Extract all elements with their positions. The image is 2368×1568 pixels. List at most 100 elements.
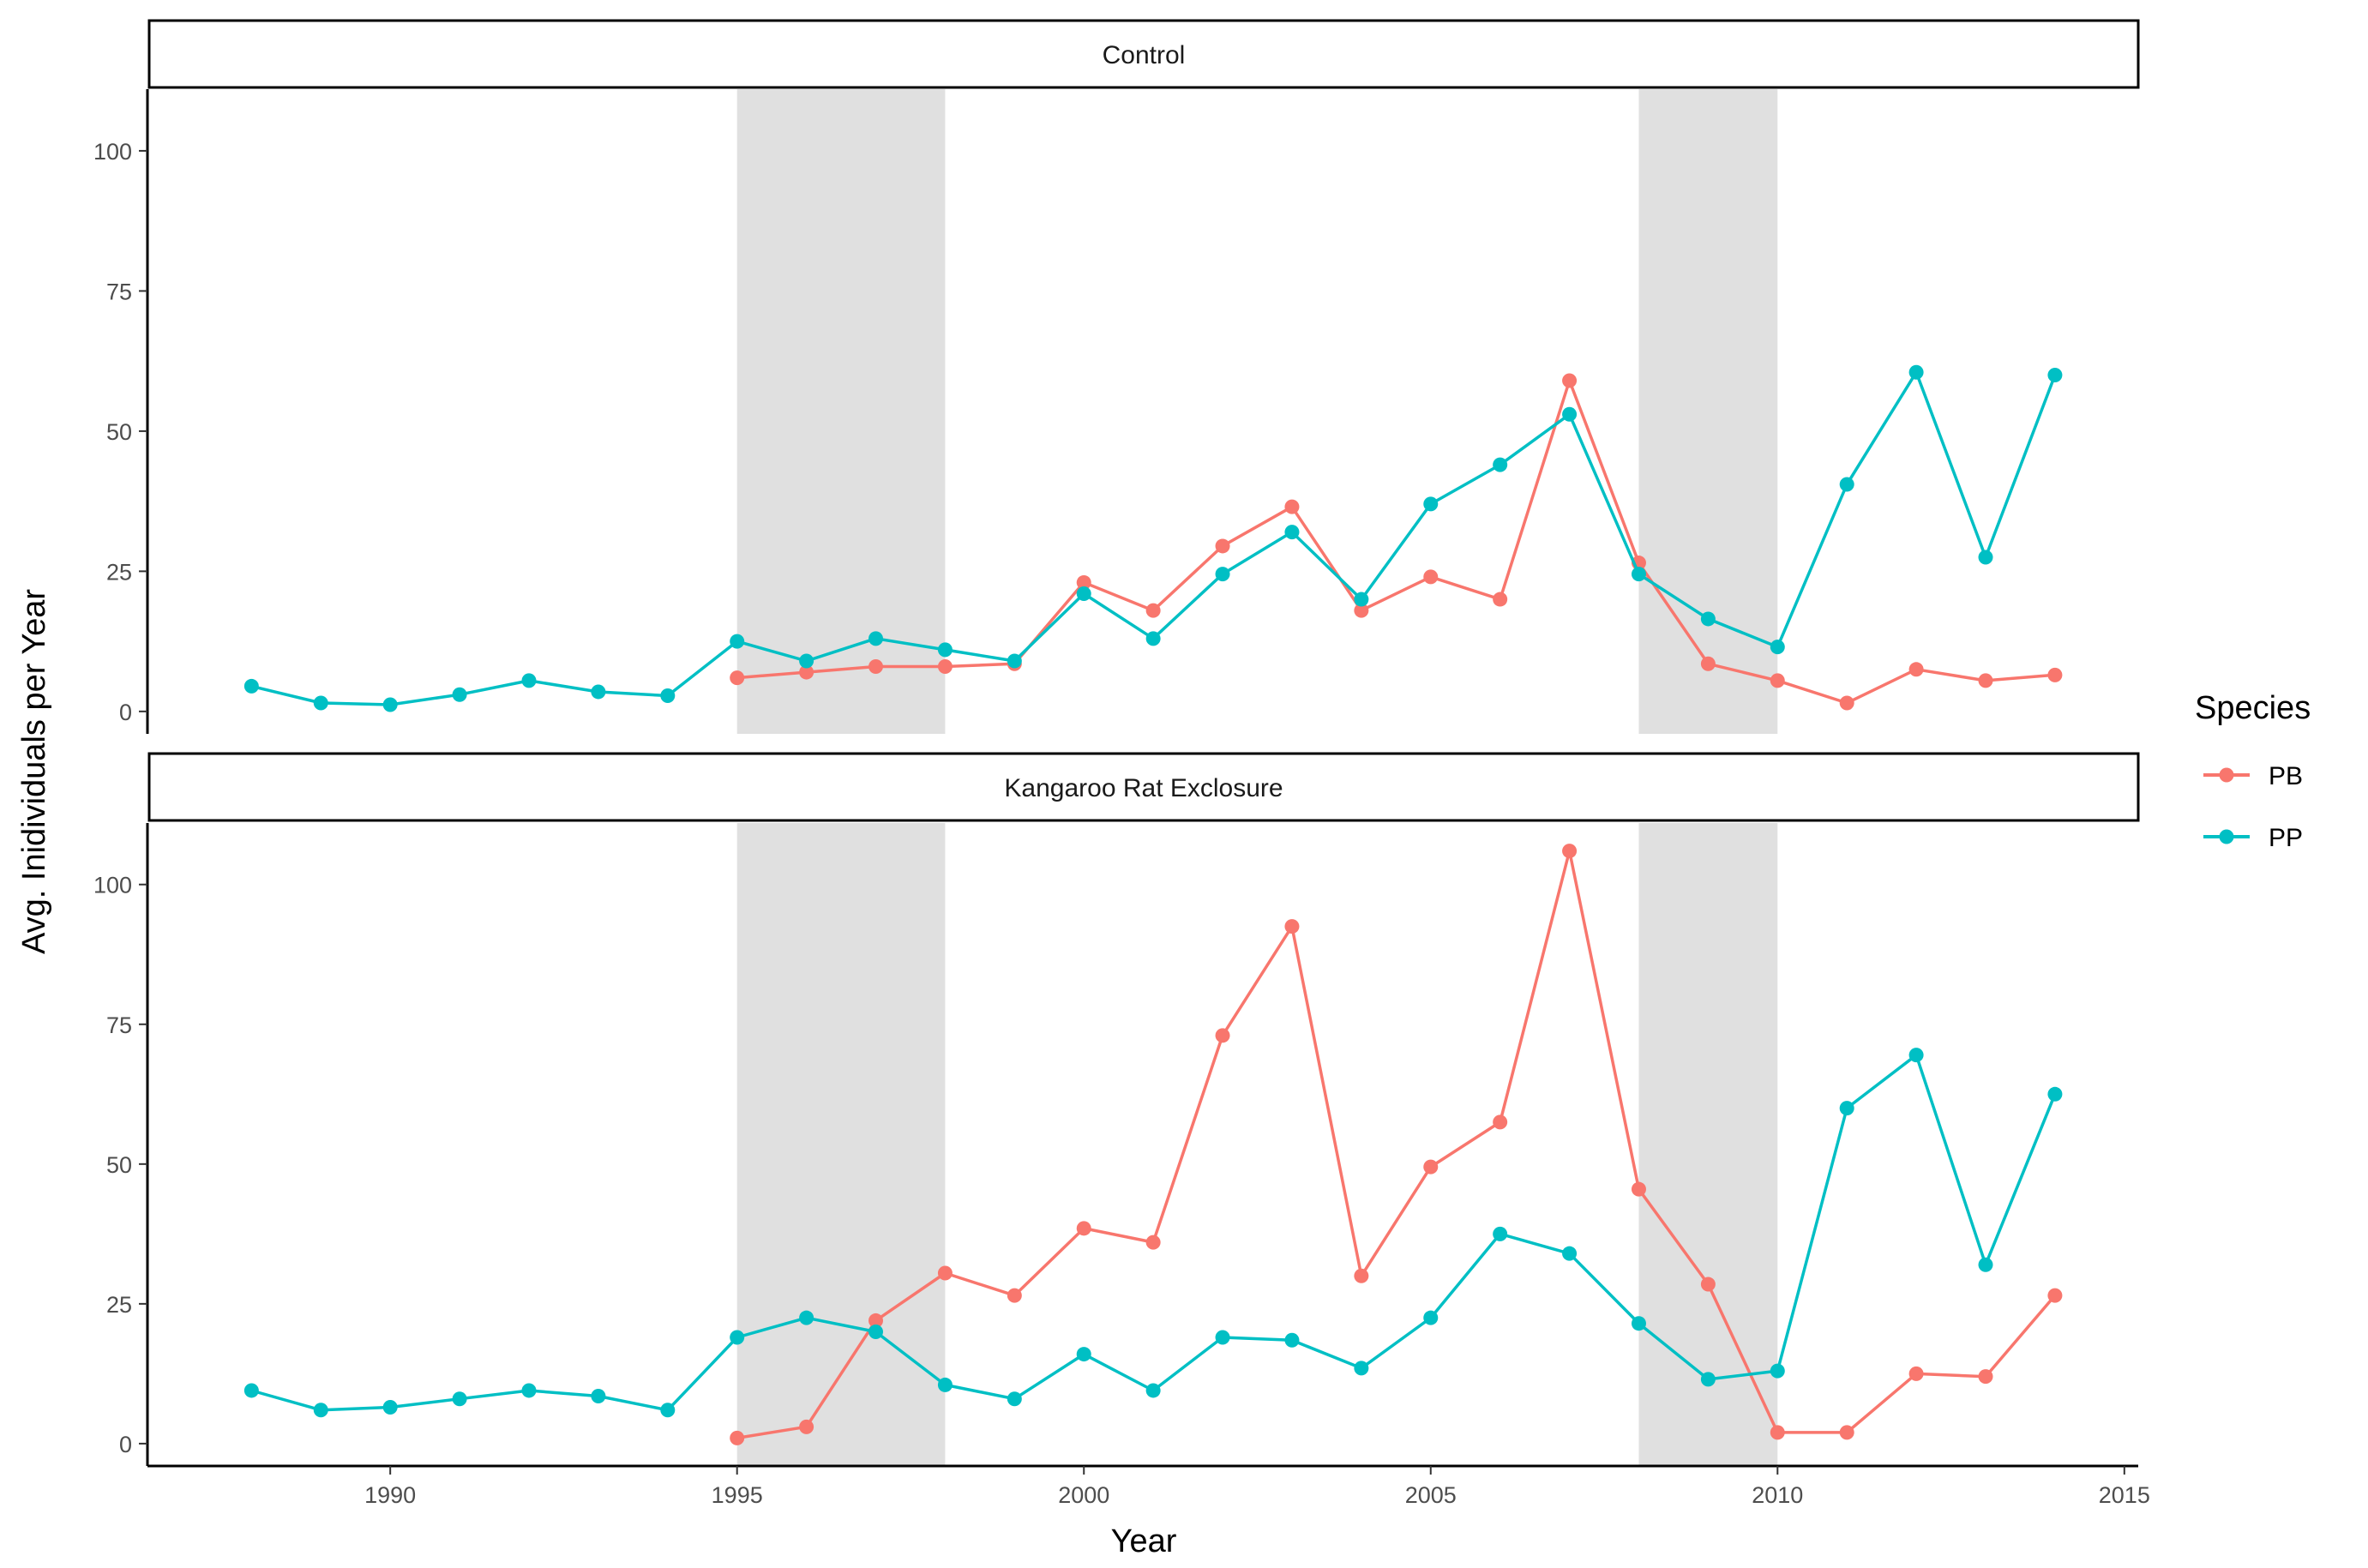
point-control-pp-1994 bbox=[660, 688, 676, 704]
point-exclosure-pb-1997 bbox=[868, 1313, 884, 1328]
point-control-pb-1997 bbox=[868, 659, 884, 675]
point-exclosure-pp-1999 bbox=[1007, 1391, 1022, 1407]
point-control-pp-2000 bbox=[1076, 586, 1091, 602]
point-exclosure-pb-2008 bbox=[1631, 1181, 1646, 1197]
point-control-pp-1997 bbox=[868, 631, 884, 646]
legend-title: Species bbox=[2195, 690, 2311, 726]
point-control-pb-2009 bbox=[1700, 656, 1716, 671]
point-control-pb-2002 bbox=[1215, 538, 1230, 554]
shaded-period-control-1 bbox=[736, 89, 946, 734]
point-exclosure-pb-1996 bbox=[799, 1419, 814, 1434]
point-control-pp-1999 bbox=[1007, 653, 1022, 669]
shaded-period-control-2 bbox=[1638, 89, 1778, 734]
y-tick-label-exclosure-50: 50 bbox=[106, 1152, 132, 1178]
point-exclosure-pp-1992 bbox=[521, 1383, 537, 1398]
point-control-pp-2014 bbox=[2047, 367, 2063, 382]
point-exclosure-pp-1994 bbox=[660, 1403, 676, 1418]
point-control-pp-2013 bbox=[1978, 550, 1993, 565]
point-control-pp-1988 bbox=[243, 678, 259, 694]
point-exclosure-pb-2011 bbox=[1839, 1425, 1854, 1440]
point-control-pp-1993 bbox=[591, 684, 606, 700]
point-exclosure-pp-1990 bbox=[382, 1400, 398, 1415]
point-control-pb-2000 bbox=[1076, 574, 1091, 590]
x-tick-label-2000: 2000 bbox=[1058, 1482, 1109, 1508]
point-control-pp-1990 bbox=[382, 697, 398, 712]
shaded-period-exclosure-1 bbox=[736, 823, 946, 1466]
point-control-pb-2006 bbox=[1493, 592, 1508, 607]
point-exclosure-pp-1998 bbox=[937, 1377, 953, 1392]
point-control-pp-2009 bbox=[1700, 611, 1716, 627]
shaded-period-exclosure-2 bbox=[1638, 823, 1778, 1466]
point-exclosure-pp-1996 bbox=[799, 1310, 814, 1325]
y-axis-title: Avg. Inidividuals per Year bbox=[16, 589, 52, 954]
y-tick-label-control-25: 25 bbox=[106, 559, 132, 585]
legend-label-pb: PB bbox=[2269, 762, 2303, 790]
point-exclosure-pb-2001 bbox=[1145, 1235, 1161, 1250]
point-control-pb-2007 bbox=[1562, 373, 1578, 388]
point-exclosure-pb-2012 bbox=[1908, 1366, 1924, 1381]
point-exclosure-pp-2002 bbox=[1215, 1330, 1230, 1345]
panel-control: 0 25 50 75 100 bbox=[93, 89, 2063, 734]
point-exclosure-pb-2009 bbox=[1700, 1277, 1716, 1292]
legend-item-pb: PB bbox=[2203, 762, 2303, 790]
point-control-pp-2010 bbox=[1770, 640, 1785, 655]
x-tick-label-2005: 2005 bbox=[1405, 1482, 1457, 1508]
point-control-pp-2012 bbox=[1908, 364, 1924, 380]
point-exclosure-pp-2010 bbox=[1770, 1363, 1785, 1379]
point-exclosure-pp-1997 bbox=[868, 1324, 884, 1339]
point-exclosure-pp-2013 bbox=[1978, 1257, 1993, 1272]
point-control-pb-1995 bbox=[730, 670, 745, 686]
point-exclosure-pb-2003 bbox=[1284, 919, 1300, 934]
x-tick-label-2015: 2015 bbox=[2099, 1482, 2150, 1508]
point-exclosure-pb-1999 bbox=[1007, 1288, 1022, 1303]
point-control-pp-1996 bbox=[799, 653, 814, 669]
legend-label-pp: PP bbox=[2269, 824, 2303, 852]
series-line-control-pb bbox=[736, 379, 2056, 705]
series-line-exclosure-pb bbox=[736, 849, 2057, 1440]
point-exclosure-pb-2014 bbox=[2047, 1288, 2063, 1303]
point-control-pb-1996 bbox=[799, 664, 814, 680]
y-tick-label-control-75: 75 bbox=[106, 279, 132, 304]
point-control-pb-2004 bbox=[1354, 603, 1369, 618]
point-exclosure-pp-2005 bbox=[1423, 1310, 1439, 1325]
point-control-pp-1995 bbox=[730, 634, 745, 649]
point-control-pp-2001 bbox=[1145, 631, 1161, 646]
y-tick-label-control-100: 100 bbox=[93, 139, 132, 165]
x-axis-title: Year bbox=[1111, 1523, 1177, 1559]
point-exclosure-pb-2013 bbox=[1978, 1369, 1993, 1385]
point-exclosure-pp-1991 bbox=[452, 1391, 467, 1407]
point-control-pp-2004 bbox=[1354, 592, 1369, 607]
point-control-pb-2005 bbox=[1423, 569, 1439, 585]
x-tick-label-2010: 2010 bbox=[1752, 1482, 1803, 1508]
point-control-pb-2001 bbox=[1145, 603, 1161, 618]
point-exclosure-pp-2009 bbox=[1700, 1372, 1716, 1387]
point-exclosure-pp-1995 bbox=[730, 1330, 745, 1345]
point-control-pp-1998 bbox=[937, 642, 953, 658]
y-tick-label-control-50: 50 bbox=[106, 419, 132, 445]
point-exclosure-pp-2014 bbox=[2047, 1086, 2063, 1102]
point-exclosure-pp-2001 bbox=[1145, 1383, 1161, 1398]
legend: Species PB PP bbox=[2195, 690, 2311, 852]
point-control-pp-2007 bbox=[1562, 406, 1578, 422]
point-control-pb-2012 bbox=[1908, 662, 1924, 677]
point-exclosure-pp-2004 bbox=[1354, 1361, 1369, 1376]
point-exclosure-pb-2002 bbox=[1215, 1028, 1230, 1043]
point-control-pb-2010 bbox=[1770, 673, 1785, 688]
y-tick-label-exclosure-0: 0 bbox=[119, 1432, 132, 1457]
point-exclosure-pb-2000 bbox=[1076, 1221, 1091, 1236]
point-control-pp-2006 bbox=[1493, 457, 1508, 472]
point-exclosure-pp-2006 bbox=[1493, 1226, 1508, 1241]
point-exclosure-pb-1998 bbox=[937, 1265, 953, 1281]
strip-control: Control bbox=[147, 19, 2140, 89]
strip-label-control: Control bbox=[1103, 41, 1186, 69]
point-exclosure-pp-2008 bbox=[1631, 1316, 1646, 1331]
point-exclosure-pb-2007 bbox=[1562, 844, 1578, 859]
point-exclosure-pb-2005 bbox=[1423, 1159, 1439, 1174]
point-control-pp-2005 bbox=[1423, 496, 1439, 512]
point-exclosure-pp-2011 bbox=[1839, 1101, 1854, 1116]
point-control-pp-1992 bbox=[521, 673, 537, 688]
point-control-pp-2011 bbox=[1839, 477, 1854, 492]
point-control-pp-2003 bbox=[1284, 525, 1300, 540]
point-control-pp-2002 bbox=[1215, 567, 1230, 582]
